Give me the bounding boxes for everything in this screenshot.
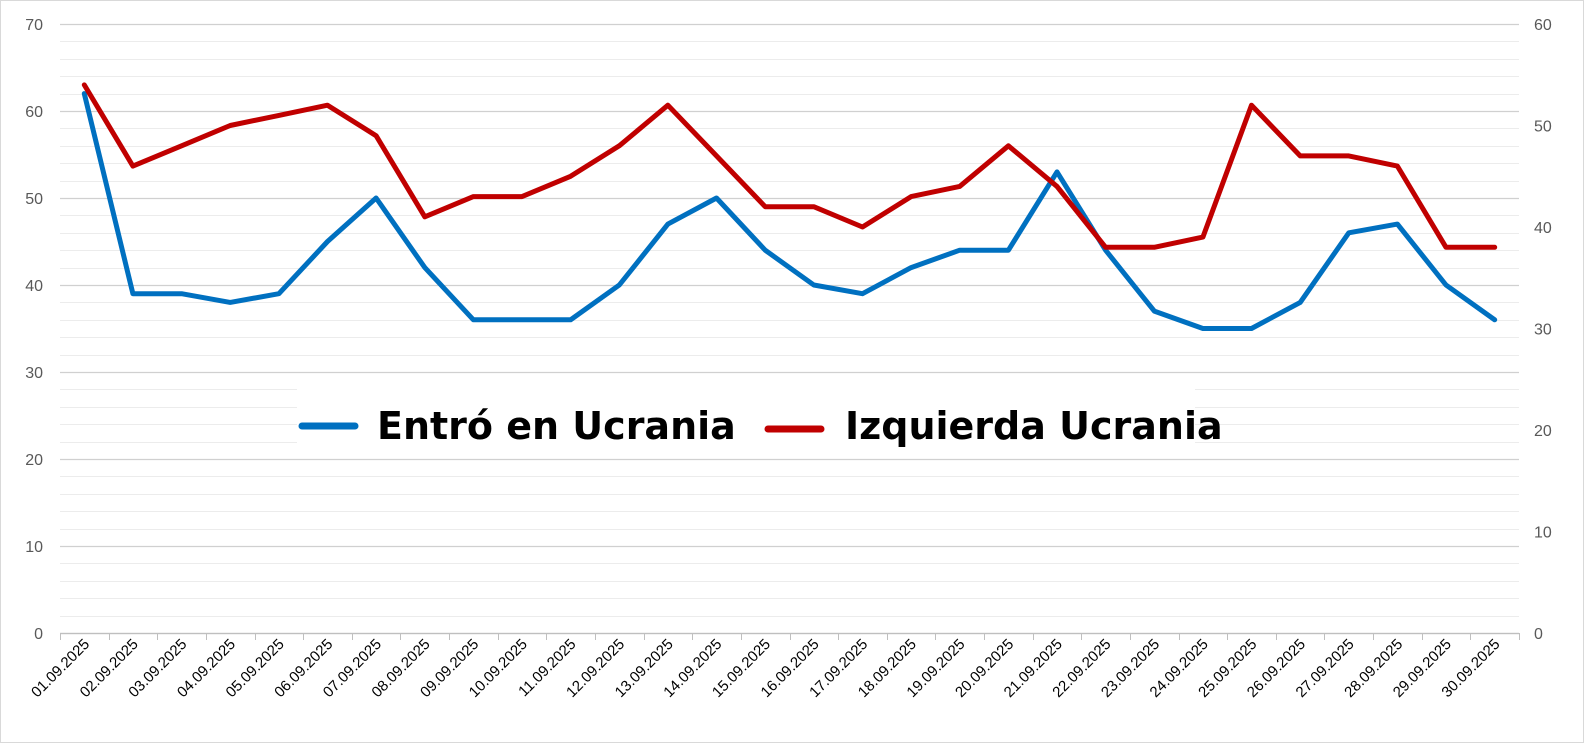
series-line-entro: [81, 91, 1498, 331]
x-tick-labels: 01.09.202502.09.202503.09.202504.09.2025…: [28, 636, 1503, 701]
legend-label-entro: Entró en Ucrania: [377, 404, 736, 448]
y-left-tick-label: 70: [25, 17, 43, 34]
legend-background: [297, 383, 1195, 457]
x-axis: [60, 632, 1520, 640]
legend-label-izquierda: Izquierda Ucrania: [845, 404, 1223, 448]
series-line-izquierda: [81, 82, 1498, 250]
y-axis-right: 0 10 20 30 40 50 60: [1534, 17, 1552, 643]
y-left-tick-label: 60: [25, 104, 43, 121]
y-right-tick-label: 50: [1534, 119, 1552, 136]
y-right-tick-label: 30: [1534, 322, 1552, 339]
minor-gridlines: [60, 41, 1519, 617]
y-axis-left: 0 10 20 30 40 50 60 70: [25, 17, 43, 643]
y-left-tick-label: 50: [25, 191, 43, 208]
y-left-tick-label: 0: [34, 626, 43, 643]
y-right-tick-label: 20: [1534, 423, 1552, 440]
series-lines: [81, 82, 1498, 331]
y-left-tick-label: 40: [25, 278, 43, 295]
y-left-tick-label: 10: [25, 539, 43, 556]
y-right-tick-label: 0: [1534, 626, 1543, 643]
y-right-tick-label: 40: [1534, 220, 1552, 237]
legend: Entró en Ucrania Izquierda Ucrania: [297, 383, 1223, 457]
y-right-tick-label: 60: [1534, 17, 1552, 34]
y-left-tick-label: 30: [25, 365, 43, 382]
y-left-tick-label: 20: [25, 452, 43, 469]
y-right-tick-label: 10: [1534, 525, 1552, 542]
